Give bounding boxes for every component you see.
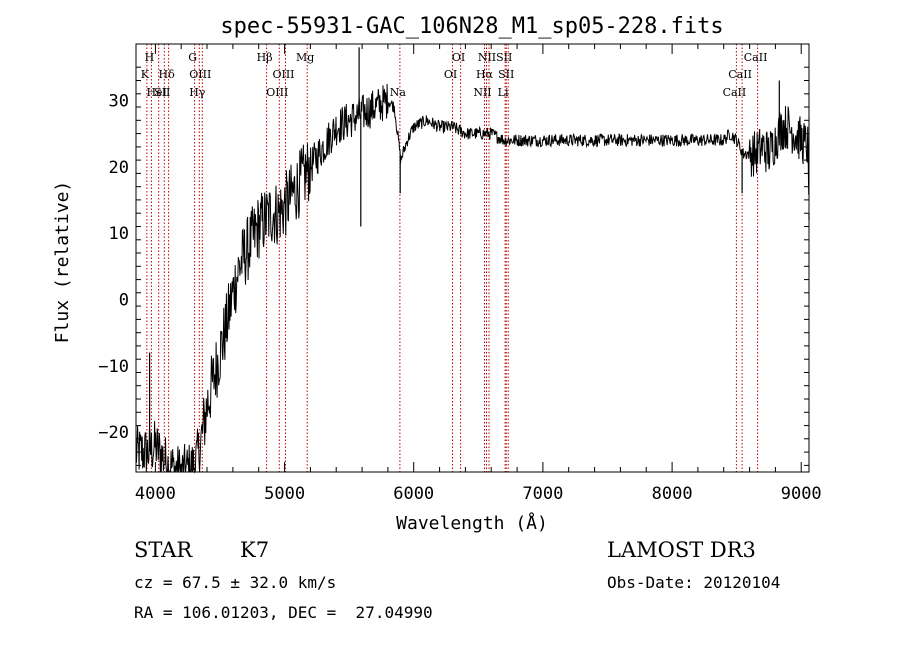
y-tick-label: −10 <box>98 357 129 377</box>
reference-label-2: HeI <box>146 86 166 99</box>
reference-label-6: Hγ <box>189 86 206 99</box>
reference-label-14: OI <box>452 51 465 64</box>
x-tick-label: 5000 <box>264 484 305 504</box>
x-tick-label: 4000 <box>135 484 176 504</box>
reference-label-21: CaII <box>723 86 747 99</box>
reference-label-11: Mg <box>296 51 314 64</box>
reference-label-0: K <box>141 68 150 81</box>
reference-lines <box>146 44 759 472</box>
reference-label-19: SII <box>496 51 512 64</box>
plot-frame <box>135 43 810 473</box>
object-subclass: K7 <box>240 538 270 562</box>
reference-label-18: Li <box>498 86 509 99</box>
y-tick-label: −20 <box>98 423 129 443</box>
reference-label-8: Hβ <box>257 51 273 64</box>
reference-labels: KHHeISIIHδGHγOIIIHβOIIIOIIIMgNaOIOINIIHα… <box>141 51 768 99</box>
reference-label-9: OIII <box>266 86 288 99</box>
x-axis-ticks: 4000 5000 6000 7000 8000 9000 <box>135 44 822 504</box>
reference-label-20: SII <box>498 68 514 81</box>
x-axis-label: Wavelength (Å) <box>396 512 548 534</box>
y-axis-label: Flux (relative) <box>52 181 73 344</box>
y-axis-ticks: −20 −10 0 10 20 30 <box>98 66 809 466</box>
spectrum-spikes <box>149 47 810 452</box>
x-tick-label: 9000 <box>781 484 822 504</box>
survey-name: LAMOST DR3 <box>607 538 756 562</box>
reference-label-13: OI <box>444 68 457 81</box>
reference-label-10: OIII <box>272 68 294 81</box>
reference-label-1: H <box>145 51 155 64</box>
reference-label-4: Hδ <box>158 68 175 81</box>
coordinates-readout: RA = 106.01203, DEC = 27.04990 <box>134 603 433 622</box>
chart-title: spec-55931-GAC_106N28_M1_sp05-228.fits <box>220 14 723 39</box>
spectrum-line <box>135 83 810 474</box>
x-tick-label: 7000 <box>522 484 563 504</box>
x-tick-label: 6000 <box>393 484 434 504</box>
reference-label-22: CaII <box>728 68 752 81</box>
reference-label-7: OIII <box>189 68 211 81</box>
reference-label-15: NII <box>473 86 491 99</box>
reference-label-3: SII <box>154 86 170 99</box>
observation-date: Obs-Date: 20120104 <box>607 573 781 592</box>
x-tick-label: 8000 <box>652 484 693 504</box>
reference-label-23: CaII <box>744 51 768 64</box>
reference-label-16: Hα <box>476 68 494 81</box>
y-tick-label: 0 <box>119 291 129 311</box>
y-tick-label: 30 <box>109 91 129 111</box>
y-tick-label: 20 <box>109 158 129 178</box>
reference-label-5: G <box>188 51 197 64</box>
y-tick-label: 10 <box>109 224 129 244</box>
object-class: STAR <box>134 538 193 562</box>
redshift-readout: cz = 67.5 ± 32.0 km/s <box>134 573 337 592</box>
reference-label-17: NII <box>478 51 496 64</box>
reference-label-12: Na <box>390 86 407 99</box>
